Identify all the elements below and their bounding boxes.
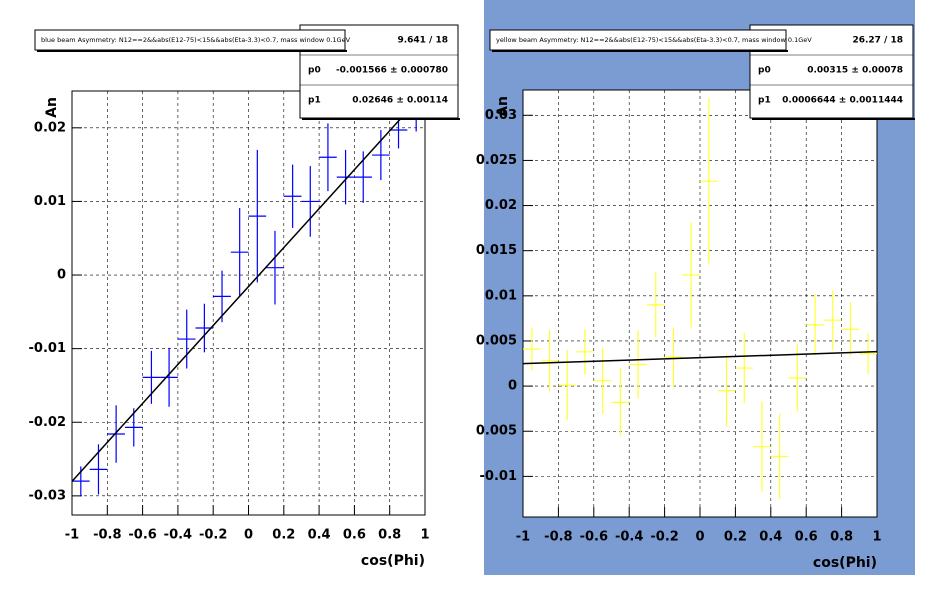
stats-param-name: p0 bbox=[308, 66, 321, 76]
y-tick-label: 0.03 bbox=[485, 108, 517, 123]
y-tick-label: 0.025 bbox=[476, 153, 517, 168]
x-tick-label: 0.8 bbox=[830, 530, 853, 545]
x-tick-label: 0.2 bbox=[272, 528, 295, 543]
y-tick-label: 0.01 bbox=[485, 288, 517, 303]
x-tick-label: -0.2 bbox=[650, 530, 678, 545]
x-axis-label: cos(Phi) bbox=[813, 555, 877, 571]
stats-chi2: 26.27 / 18 bbox=[852, 36, 903, 46]
chart-title: yellow beam Asymmetry: N12==2&&abs(E12-7… bbox=[496, 36, 812, 44]
x-tick-label: -0.6 bbox=[580, 530, 608, 545]
x-tick-label: -0.6 bbox=[128, 528, 156, 543]
stats-chi2: 9.641 / 18 bbox=[397, 36, 448, 46]
stats-shadow bbox=[752, 118, 915, 120]
x-axis-label: cos(Phi) bbox=[361, 553, 425, 569]
y-tick-label: 0.02 bbox=[485, 198, 517, 213]
stats-param-value: -0.001566 ± 0.000780 bbox=[336, 66, 448, 76]
stats-param-name: p1 bbox=[308, 96, 321, 106]
x-tick-label: 0.4 bbox=[308, 528, 331, 543]
x-tick-label: -0.4 bbox=[164, 528, 192, 543]
title-shadow bbox=[37, 50, 347, 52]
x-tick-label: 0 bbox=[695, 530, 704, 545]
y-tick-label: 0.02 bbox=[34, 120, 66, 135]
x-tick-label: 0.6 bbox=[343, 528, 366, 543]
error-bars bbox=[523, 98, 877, 499]
y-tick-label: -0.03 bbox=[29, 488, 66, 503]
stats-param-value: 0.00315 ± 0.00078 bbox=[807, 66, 903, 76]
chart-title: blue beam Asymmetry: N12==2&&abs(E12-75)… bbox=[41, 36, 351, 44]
x-tick-label: -0.8 bbox=[544, 530, 572, 545]
x-tick-label: -0.2 bbox=[199, 528, 227, 543]
y-tick-label: 0.005 bbox=[476, 424, 517, 439]
y-tick-label: 0 bbox=[508, 379, 517, 394]
x-tick-label: 0.4 bbox=[759, 530, 782, 545]
x-tick-label: -1 bbox=[516, 530, 530, 545]
x-tick-label: 0 bbox=[244, 528, 253, 543]
y-tick-label: -0.02 bbox=[29, 415, 66, 430]
stats-param-value: 0.02646 ± 0.00114 bbox=[352, 96, 448, 106]
x-tick-label: 0.6 bbox=[795, 530, 818, 545]
stats-param-name: p1 bbox=[758, 96, 771, 106]
y-tick-label: 0.01 bbox=[34, 194, 66, 209]
y-tick-label: -0.01 bbox=[29, 341, 66, 356]
stats-shadow bbox=[302, 118, 460, 120]
y-tick-label: 0.005 bbox=[476, 333, 517, 348]
title-shadow bbox=[492, 50, 788, 52]
x-tick-label: 1 bbox=[872, 530, 881, 545]
x-tick-label: 0.2 bbox=[724, 530, 747, 545]
x-tick-label: 1 bbox=[420, 528, 429, 543]
y-axis-label: An bbox=[44, 97, 60, 118]
x-tick-label: 0.8 bbox=[378, 528, 401, 543]
fit-line bbox=[72, 91, 425, 482]
y-tick-label: -0.01 bbox=[480, 469, 517, 484]
x-tick-label: -1 bbox=[65, 528, 79, 543]
y-tick-label: 0.015 bbox=[476, 243, 517, 258]
stats-param-name: p0 bbox=[758, 66, 771, 76]
x-tick-label: -0.8 bbox=[93, 528, 121, 543]
y-tick-label: 0 bbox=[57, 268, 66, 283]
x-tick-label: -0.4 bbox=[615, 530, 643, 545]
fit-line bbox=[523, 350, 877, 365]
y-axis-label: An bbox=[495, 96, 511, 117]
stats-param-value: 0.0006644 ± 0.0011444 bbox=[782, 96, 903, 106]
